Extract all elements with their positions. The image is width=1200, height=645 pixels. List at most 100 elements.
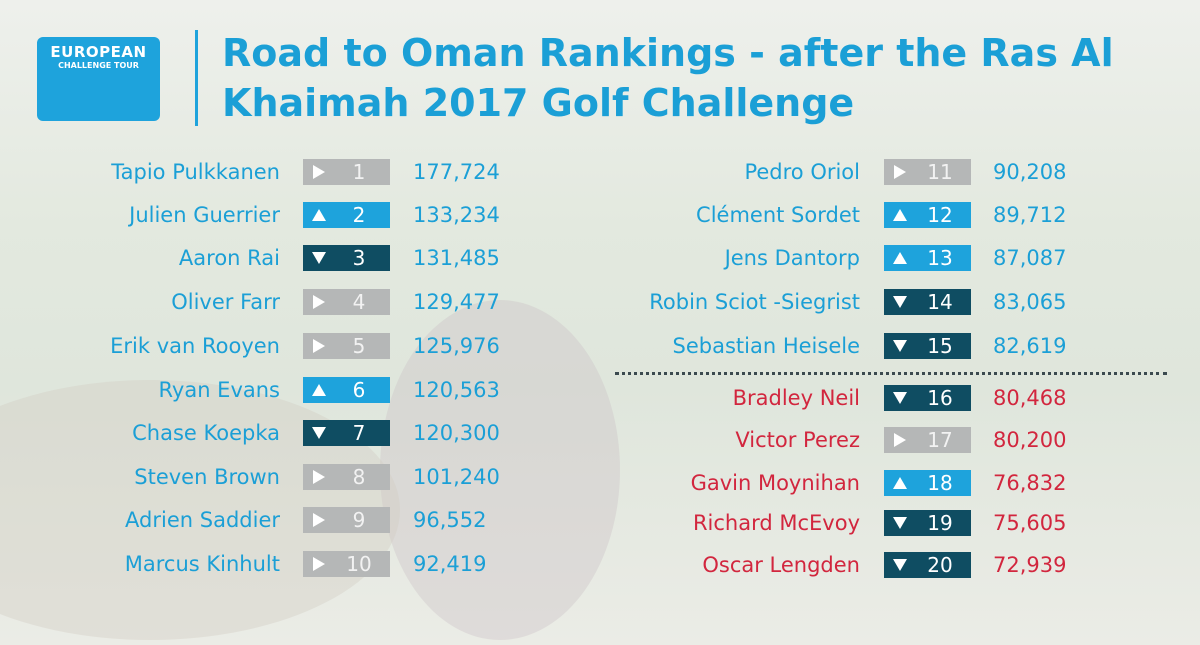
movement-icon [893, 209, 907, 221]
points: 75,605 [993, 511, 1067, 535]
rank-box: 1 [303, 159, 390, 185]
movement-icon [894, 165, 906, 179]
player-name: Oscar Lengden [702, 553, 860, 577]
movement-icon [313, 470, 325, 484]
rank-box: 19 [884, 510, 971, 536]
rank-box: 2 [303, 202, 390, 228]
points: 101,240 [413, 465, 500, 489]
movement-icon [313, 557, 325, 571]
player-name: Gavin Moynihan [690, 471, 860, 495]
logo-text: EUROPEAN [50, 43, 147, 61]
movement-icon [893, 392, 907, 404]
rank-box: 9 [303, 507, 390, 533]
points: 82,619 [993, 334, 1067, 358]
rank: 11 [927, 160, 953, 184]
rank: 4 [352, 290, 366, 314]
rank: 15 [927, 334, 953, 358]
movement-icon [312, 209, 326, 221]
movement-icon [313, 295, 325, 309]
rank-box: 7 [303, 420, 390, 446]
player-name: Adrien Saddier [125, 508, 280, 532]
player-name: Erik van Rooyen [110, 334, 280, 358]
rank: 12 [927, 203, 953, 227]
rank: 14 [927, 290, 953, 314]
points: 89,712 [993, 203, 1067, 227]
points: 90,208 [993, 160, 1067, 184]
points: 96,552 [413, 508, 487, 532]
rank-box: 3 [303, 245, 390, 271]
player-name: Richard McEvoy [692, 511, 860, 535]
rank-box: 17 [884, 427, 971, 453]
points: 177,724 [413, 160, 500, 184]
rank-box: 12 [884, 202, 971, 228]
logo-text: CHALLENGE TOUR [58, 61, 139, 70]
rank: 2 [352, 203, 366, 227]
rank: 9 [352, 508, 366, 532]
points: 76,832 [993, 471, 1067, 495]
points: 92,419 [413, 552, 487, 576]
rank: 5 [352, 334, 366, 358]
player-name: Clément Sordet [696, 203, 860, 227]
cut-line [615, 372, 1167, 375]
points: 133,234 [413, 203, 500, 227]
rank: 16 [927, 386, 953, 410]
rank: 10 [346, 552, 372, 576]
player-name: Robin Sciot -Siegrist [649, 290, 860, 314]
movement-icon [894, 433, 906, 447]
movement-icon [312, 384, 326, 396]
rank: 8 [352, 465, 366, 489]
player-name: Bradley Neil [732, 386, 860, 410]
rank: 13 [927, 246, 953, 270]
points: 125,976 [413, 334, 500, 358]
movement-icon [893, 477, 907, 489]
player-name: Victor Perez [735, 428, 860, 452]
rank-box: 13 [884, 245, 971, 271]
movement-icon [893, 252, 907, 264]
rank: 20 [927, 553, 953, 577]
rank: 6 [352, 378, 366, 402]
points: 120,563 [413, 378, 500, 402]
player-name: Oliver Farr [171, 290, 280, 314]
player-name: Steven Brown [134, 465, 280, 489]
points: 129,477 [413, 290, 500, 314]
rank-box: 6 [303, 377, 390, 403]
player-name: Pedro Oriol [744, 160, 860, 184]
player-name: Chase Koepka [132, 421, 280, 445]
movement-icon [313, 165, 325, 179]
background-photo [380, 300, 620, 640]
player-name: Ryan Evans [158, 378, 280, 402]
title: Road to Oman Rankings - after the Ras Al… [222, 31, 1114, 125]
points: 72,939 [993, 553, 1067, 577]
logo: EUROPEAN CHALLENGE TOUR [37, 37, 160, 121]
points: 83,065 [993, 290, 1067, 314]
movement-icon [893, 296, 907, 308]
player-name: Marcus Kinhult [124, 552, 280, 576]
rank-box: 15 [884, 333, 971, 359]
rank-box: 10 [303, 551, 390, 577]
rank: 3 [352, 246, 366, 270]
separator [195, 30, 198, 126]
rank-box: 5 [303, 333, 390, 359]
points: 131,485 [413, 246, 500, 270]
rank-box: 11 [884, 159, 971, 185]
movement-icon [313, 513, 325, 527]
rank-box: 16 [884, 385, 971, 411]
points: 120,300 [413, 421, 500, 445]
rank-box: 20 [884, 552, 971, 578]
points: 87,087 [993, 246, 1067, 270]
player-name: Julien Guerrier [129, 203, 280, 227]
movement-icon [312, 252, 326, 264]
movement-icon [893, 517, 907, 529]
player-name: Jens Dantorp [724, 246, 860, 270]
movement-icon [893, 559, 907, 571]
player-name: Aaron Rai [178, 246, 280, 270]
points: 80,468 [993, 386, 1067, 410]
rank: 7 [352, 421, 366, 445]
rank: 18 [927, 471, 953, 495]
movement-icon [312, 427, 326, 439]
rank: 17 [927, 428, 953, 452]
rank-box: 14 [884, 289, 971, 315]
rank-box: 4 [303, 289, 390, 315]
rank: 1 [352, 160, 366, 184]
